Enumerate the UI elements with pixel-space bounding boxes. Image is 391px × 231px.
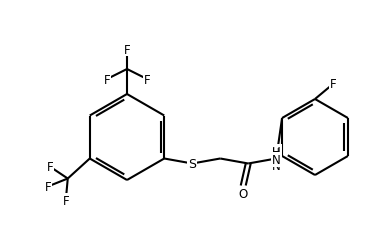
Text: F: F xyxy=(330,78,336,91)
Text: F: F xyxy=(47,160,53,173)
Text: H
N: H N xyxy=(272,145,281,173)
Text: H: H xyxy=(273,148,280,158)
Text: F: F xyxy=(63,194,69,207)
Text: O: O xyxy=(239,187,248,200)
Text: F: F xyxy=(124,43,130,56)
Text: F: F xyxy=(143,73,150,86)
Text: F: F xyxy=(45,180,51,193)
Text: N: N xyxy=(272,153,281,166)
Text: F: F xyxy=(104,73,110,86)
Text: S: S xyxy=(188,157,196,170)
